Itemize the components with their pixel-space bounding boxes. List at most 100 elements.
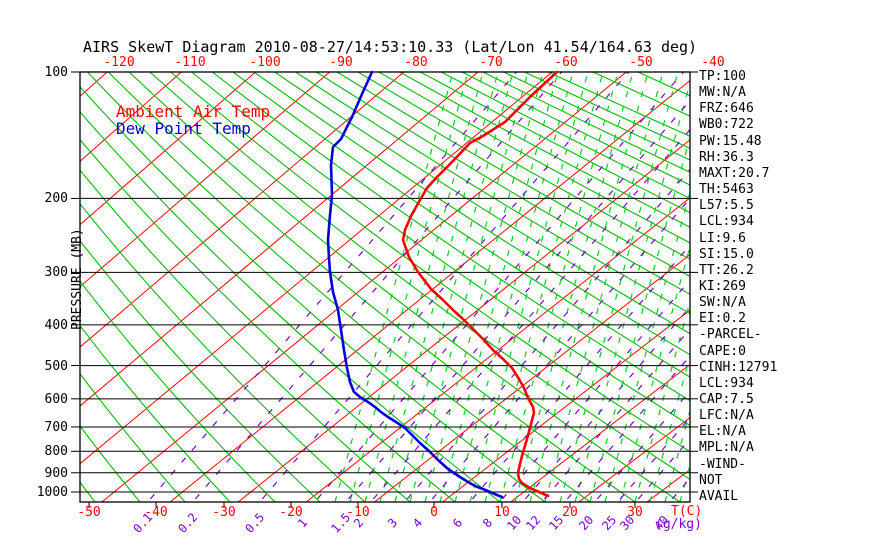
temp-bottom-label: -20 xyxy=(279,505,303,520)
dry-adiabat-line xyxy=(440,72,690,200)
dry-adiabat-line xyxy=(547,72,690,137)
dry-adiabat-line xyxy=(357,72,690,260)
chart-title: AIRS SkewT Diagram 2010-08-27/14:53:10.3… xyxy=(83,38,698,56)
mixing-ratio-line xyxy=(521,305,690,502)
isotherm-line xyxy=(80,72,183,162)
temp-bottom-label: 30 xyxy=(627,505,643,520)
stat-line: MW:N/A xyxy=(699,85,746,101)
pressure-tick-label: 200 xyxy=(44,191,68,206)
mixing-ratio-line xyxy=(668,477,690,502)
stat-line: PW:15.48 xyxy=(699,133,762,149)
isotherm-line xyxy=(237,139,690,502)
mixing-axis-label: (g/kg) xyxy=(655,517,702,532)
dry-adiabat-line xyxy=(107,72,636,502)
stat-line: MAXT:20.7 xyxy=(699,165,770,181)
dry-adiabat-line xyxy=(80,202,366,502)
isotherm-line xyxy=(80,72,479,407)
stat-line: LFC:N/A xyxy=(699,408,754,424)
stat-line: LCL:934 xyxy=(699,214,754,230)
temp-bottom-label: -10 xyxy=(346,505,370,520)
moist-adiabat-line xyxy=(514,72,634,502)
dry-adiabat-line xyxy=(232,72,690,378)
dry-adiabat-line xyxy=(503,72,690,161)
stat-line: -PARCEL- xyxy=(699,327,762,343)
plot-border xyxy=(79,71,691,503)
dry-adiabat-line xyxy=(80,239,321,502)
pressure-axis-label: PRESSURE (MB) xyxy=(70,228,85,330)
stat-line: -WIND- xyxy=(699,456,746,472)
mixing-ratio-line xyxy=(563,354,690,502)
stat-line: CAPE:0 xyxy=(699,343,746,359)
dry-adiabat-line xyxy=(524,72,690,149)
moist-adiabat-line xyxy=(544,72,664,502)
isotherm-line xyxy=(169,79,690,502)
dry-adiabat-line xyxy=(461,72,690,186)
mixing-ratio-line xyxy=(313,72,685,502)
stat-line: TH:5463 xyxy=(699,182,754,198)
pressure-tick-label: 300 xyxy=(44,265,68,280)
temp-top-label: -60 xyxy=(554,55,578,70)
legend-dew-point-temp: Dew Point Temp xyxy=(116,119,251,138)
dry-adiabat-line xyxy=(80,138,456,502)
stat-line: SW:N/A xyxy=(699,295,746,311)
moist-adiabat-line xyxy=(439,72,559,502)
stat-line: TP:100 xyxy=(699,69,746,84)
pressure-tick-label: 900 xyxy=(44,466,68,481)
dry-adiabat-line xyxy=(80,372,186,502)
stat-line: EI:0.2 xyxy=(699,311,746,327)
stat-line: SI:15.0 xyxy=(699,246,754,262)
stat-line: AVAIL xyxy=(699,488,739,504)
pressure-tick-label: 600 xyxy=(44,392,68,407)
stat-line: NOT xyxy=(699,472,723,488)
moist-adiabat-line xyxy=(469,72,589,502)
dew-point-curve xyxy=(326,70,504,499)
stat-line: RH:36.3 xyxy=(699,149,754,165)
mixing-ratio-line xyxy=(593,389,690,502)
dry-adiabat-line xyxy=(316,72,690,296)
stat-line: TT:26.2 xyxy=(699,262,754,278)
temp-bottom-label: 10 xyxy=(494,505,510,520)
temp-top-label: -100 xyxy=(249,55,281,70)
pressure-tick-label: 500 xyxy=(44,359,68,374)
dry-adiabat-line xyxy=(336,72,690,277)
isotherm-line xyxy=(509,363,690,502)
temp-bottom-label: 0 xyxy=(430,505,438,520)
stat-line: MPL:N/A xyxy=(699,440,754,456)
mixing-ratio-line xyxy=(428,197,690,502)
temp-bottom-label: -40 xyxy=(144,505,168,520)
mixing-ratio-line xyxy=(344,99,690,502)
dry-adiabat-line xyxy=(80,324,231,502)
dry-adiabat-line xyxy=(295,72,690,315)
dry-adiabat-line xyxy=(191,72,690,427)
dry-adiabat-line xyxy=(80,425,141,502)
moist-adiabat-line xyxy=(574,80,690,502)
dry-adiabat-line xyxy=(87,72,591,502)
isotherm-line xyxy=(101,72,628,502)
pressure-tick-label: 1000 xyxy=(36,485,68,500)
temp-axis-label: T(C) xyxy=(671,504,703,519)
dry-adiabat-line xyxy=(149,72,690,481)
mixing-ratio-line xyxy=(403,168,690,502)
dry-adiabat-line xyxy=(420,72,690,214)
mixing-ratio-line xyxy=(369,128,690,502)
dry-adiabat-line xyxy=(399,72,690,228)
dry-adiabat-line xyxy=(274,72,690,335)
temp-top-label: -110 xyxy=(174,55,206,70)
mixing-ratio-line xyxy=(468,244,690,502)
temp-top-label: -50 xyxy=(629,55,653,70)
mixing-ratio-line xyxy=(498,279,690,502)
dry-adiabat-line xyxy=(80,280,276,502)
temp-top-label: -90 xyxy=(329,55,353,70)
isotherm-line xyxy=(80,72,257,226)
dry-adiabat-line xyxy=(211,72,690,402)
temp-top-label: -120 xyxy=(103,55,135,70)
dry-adiabat-line xyxy=(80,111,501,502)
dry-adiabat-line xyxy=(80,86,546,502)
legend-ambient-air-temp: Ambient Air Temp xyxy=(116,102,271,121)
stat-line: EL:N/A xyxy=(699,424,746,440)
pressure-tick-label: 800 xyxy=(44,444,68,459)
mixing-ratio-line xyxy=(146,72,518,502)
dry-adiabat-line xyxy=(253,72,690,356)
